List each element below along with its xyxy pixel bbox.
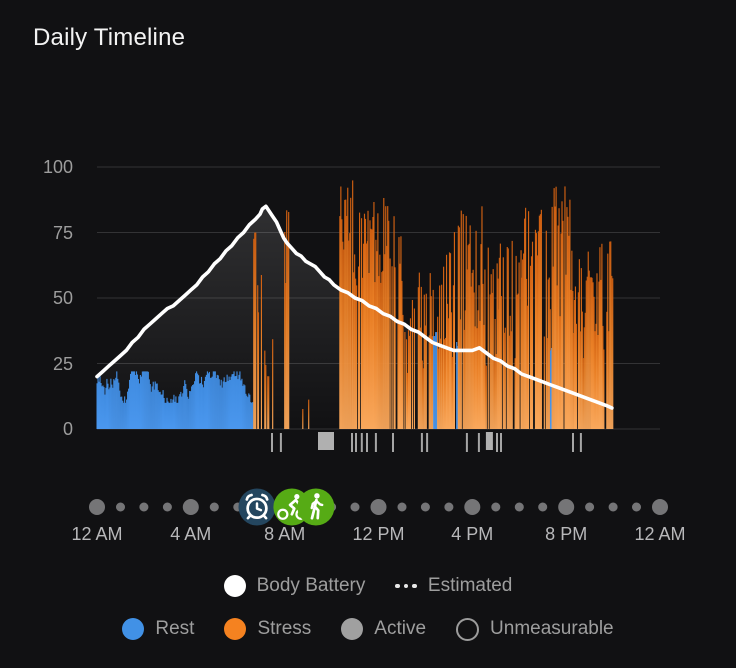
- legend-row-2: Rest Stress Active Unmeasurable: [0, 613, 736, 645]
- legend-row-1: Body Battery Estimated: [0, 570, 736, 602]
- legend-body-battery-label: Body Battery: [256, 575, 366, 596]
- y-tick-label: 100: [42, 157, 73, 177]
- legend-estimated: Estimated: [395, 575, 512, 597]
- x-tick-label: 8 PM: [545, 524, 588, 544]
- legend-unmeasurable: Unmeasurable: [456, 617, 614, 641]
- x-tick-label: 12 AM: [71, 524, 123, 544]
- body-battery-swatch-icon: [223, 575, 246, 597]
- legend-active-label: Active: [374, 618, 427, 639]
- x-tick-label: 4 AM: [170, 524, 212, 544]
- body-battery-line: [95, 204, 614, 410]
- legend-body-battery: Body Battery: [223, 575, 366, 597]
- rest-stress-bars: [96, 180, 614, 429]
- x-tick-label: 12 AM: [634, 524, 686, 544]
- rest-swatch-icon: [122, 618, 145, 640]
- stress-swatch-icon: [224, 618, 247, 640]
- alarm-event-icon[interactable]: [238, 488, 276, 526]
- x-tick-label: 8 AM: [264, 524, 306, 544]
- legend-rest-label: Rest: [155, 618, 195, 639]
- y-tick-label: 75: [52, 222, 73, 243]
- hour-dots: [89, 499, 668, 515]
- x-tick-label: 4 PM: [451, 524, 494, 544]
- x-tick-label: 12 PM: [352, 524, 405, 544]
- legend-stress: Stress: [224, 618, 311, 640]
- active-swatch-icon: [341, 618, 364, 640]
- y-tick-label: 0: [62, 419, 73, 439]
- y-tick-label: 25: [52, 353, 73, 374]
- timeline-chart[interactable]: [0, 140, 736, 532]
- unmeasurable-swatch-icon: [456, 617, 480, 641]
- legend-rest: Rest: [122, 618, 194, 640]
- legend-estimated-label: Estimated: [427, 575, 513, 596]
- active-markers: [271, 432, 582, 452]
- page-title: Daily Timeline: [33, 24, 186, 51]
- legend-unmeasurable-label: Unmeasurable: [490, 618, 614, 639]
- estimated-dotted-icon: [395, 583, 417, 589]
- y-tick-label: 50: [52, 288, 73, 308]
- legend-active: Active: [341, 618, 426, 640]
- walking-event-icon[interactable]: [297, 488, 335, 526]
- legend-stress-label: Stress: [257, 618, 312, 639]
